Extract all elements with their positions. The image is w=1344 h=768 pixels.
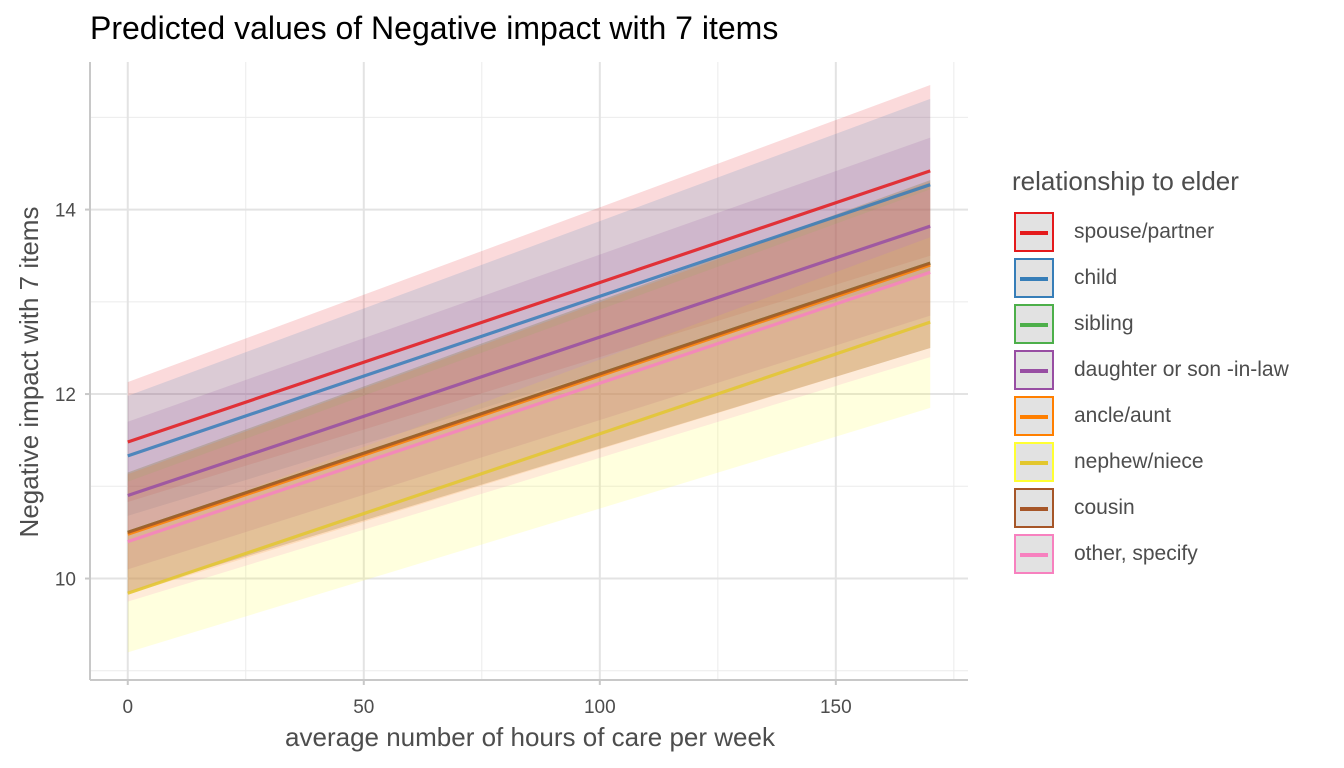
legend-label: daughter or son -in-law [1074,358,1289,381]
x-tick-label: 150 [820,697,852,718]
ribbon-cousin [127,180,931,593]
y-tick-label: 12 [55,385,76,406]
series-lines [127,169,931,595]
ribbon-sibling [127,180,931,593]
legend-item: ancle/aunt [1012,394,1342,440]
legend-swatch [1014,488,1054,528]
line-other, specify [127,270,931,544]
legend-title: relationship to elder [1012,166,1239,196]
legend-swatch [1014,304,1054,344]
legend-line [1020,231,1048,235]
legend-item: daughter or son -in-law [1012,348,1342,394]
legend-swatch [1014,258,1054,298]
x-tick-label: 0 [122,697,133,718]
legend-label: nephew/niece [1074,450,1204,473]
legend-line [1020,553,1048,557]
x-axis-label: average number of hours of care per week [285,722,776,752]
x-tick-label: 100 [584,697,616,718]
ribbon-spouse/partner [127,85,931,502]
legend-item: sibling [1012,302,1342,348]
legend-item: other, specify [1012,532,1342,578]
legend-line [1020,461,1048,465]
legend-item: nephew/niece [1012,440,1342,486]
legend-label: ancle/aunt [1074,404,1171,427]
legend-line [1020,369,1048,373]
legend-label: spouse/partner [1074,220,1215,243]
legend-line [1020,277,1048,281]
legend-label: other, specify [1074,542,1198,565]
legend-item: spouse/partner [1012,210,1342,256]
line-spouse/partner [127,169,931,444]
legend-swatch [1014,350,1054,390]
line-cousin [127,261,931,534]
legend-swatch [1014,212,1054,252]
legend-label: child [1074,266,1118,289]
line-child [127,183,931,458]
legend-label: sibling [1074,312,1134,335]
line-ancle/aunt [127,263,931,536]
line-nephew/niece [127,320,931,595]
legend-item: child [1012,256,1342,302]
legend-line [1020,415,1048,419]
legend-item: cousin [1012,486,1342,532]
confidence-ribbons [127,85,931,653]
axes: 0 50 100 150 10 12 14 [55,62,968,718]
y-tick-label: 14 [55,201,77,222]
legend-line [1020,507,1048,511]
legend-swatch [1014,442,1054,482]
line-daughter or son -in-law [127,224,931,498]
chart-title: Predicted values of Negative impact with… [90,10,779,46]
ribbon-ancle/aunt [127,181,931,595]
legend-label: cousin [1074,496,1135,519]
y-axis-label: Negative impact with 7 items [14,207,44,538]
ribbon-daughter or son -in-law [127,137,931,570]
legend-swatch [1014,534,1054,574]
x-tick-label: 50 [353,697,374,718]
legend-line [1020,323,1048,327]
grid [90,62,968,680]
legend-swatch [1014,396,1054,436]
y-tick-label: 10 [55,570,76,591]
